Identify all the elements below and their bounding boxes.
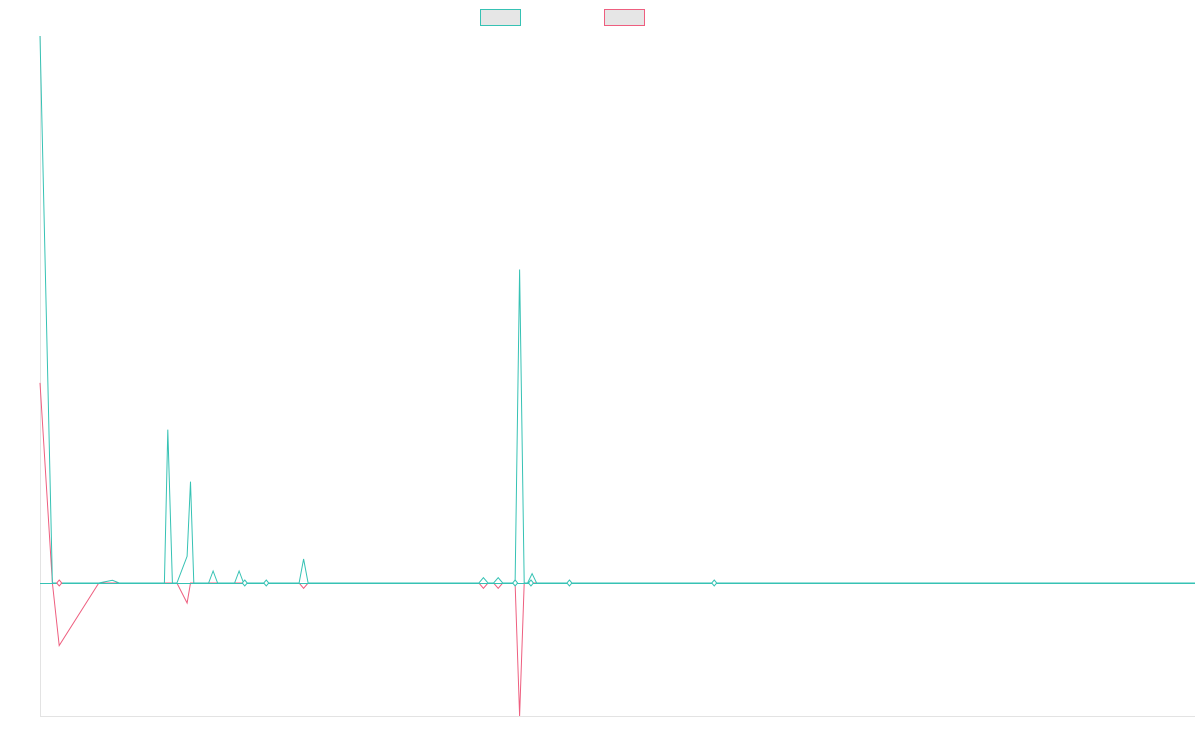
- series-line-2[interactable]: [39, 382, 1195, 717]
- axes: [40, 36, 1195, 717]
- series-line-1[interactable]: [39, 35, 1195, 584]
- baseline-marker-5: [527, 579, 535, 587]
- legend[interactable]: [480, 9, 645, 26]
- legend-swatch-1[interactable]: [480, 9, 521, 26]
- baseline-marker-4: [511, 579, 519, 587]
- baseline-marker-6: [566, 579, 573, 587]
- baseline-marker-1: [56, 579, 63, 587]
- baseline-marker-3: [263, 579, 270, 587]
- series-layer: [39, 35, 1195, 717]
- baseline-marker-7: [711, 579, 718, 587]
- marker-layer: [56, 579, 718, 587]
- legend-swatch-2[interactable]: [604, 9, 645, 26]
- baseline-marker-2: [241, 579, 248, 587]
